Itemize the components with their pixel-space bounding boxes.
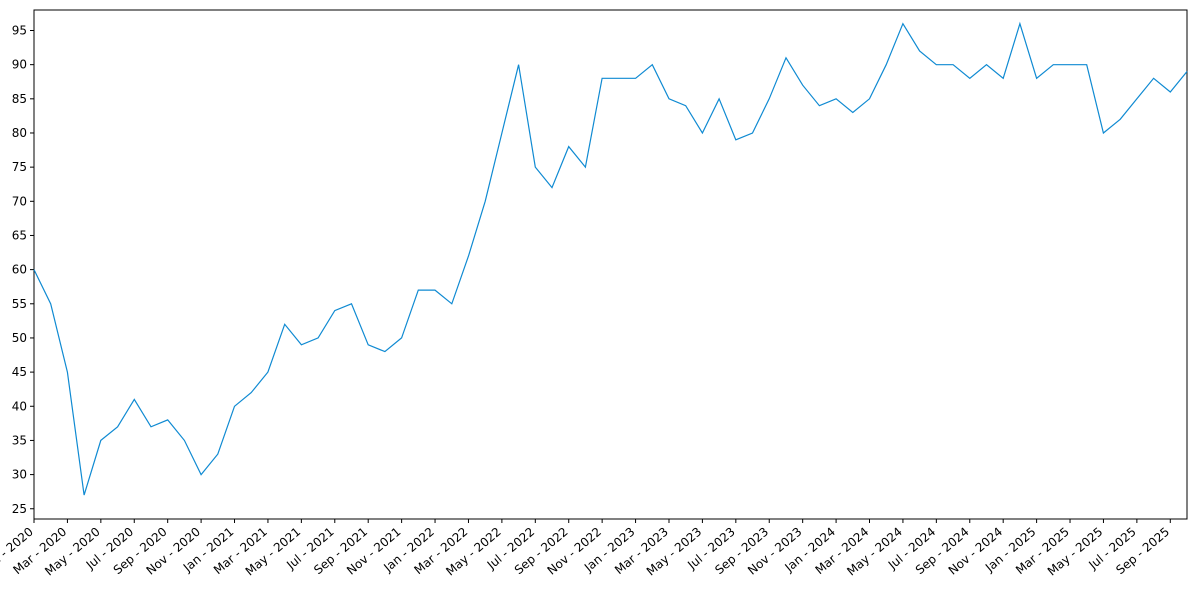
y-tick-label: 55 (12, 297, 27, 311)
y-tick-label: 60 (12, 263, 27, 277)
price-line (33, 21, 1188, 496)
y-tick-label: 65 (12, 228, 27, 242)
y-tick-label: 35 (12, 433, 27, 447)
y-tick-label: 90 (12, 58, 27, 72)
y-tick-label: 80 (12, 126, 27, 140)
y-tick-label: 75 (12, 160, 27, 174)
y-tick-label: 70 (12, 194, 27, 208)
y-tick-label: 95 (12, 23, 27, 37)
y-tick-label: 85 (12, 92, 27, 106)
y-tick-label: 50 (12, 331, 27, 345)
y-tick-label: 25 (12, 502, 27, 516)
plot-frame (33, 9, 1188, 520)
y-tick-label: 30 (12, 468, 27, 482)
y-tick-label: 40 (12, 399, 27, 413)
y-tick-label: 45 (12, 365, 27, 379)
